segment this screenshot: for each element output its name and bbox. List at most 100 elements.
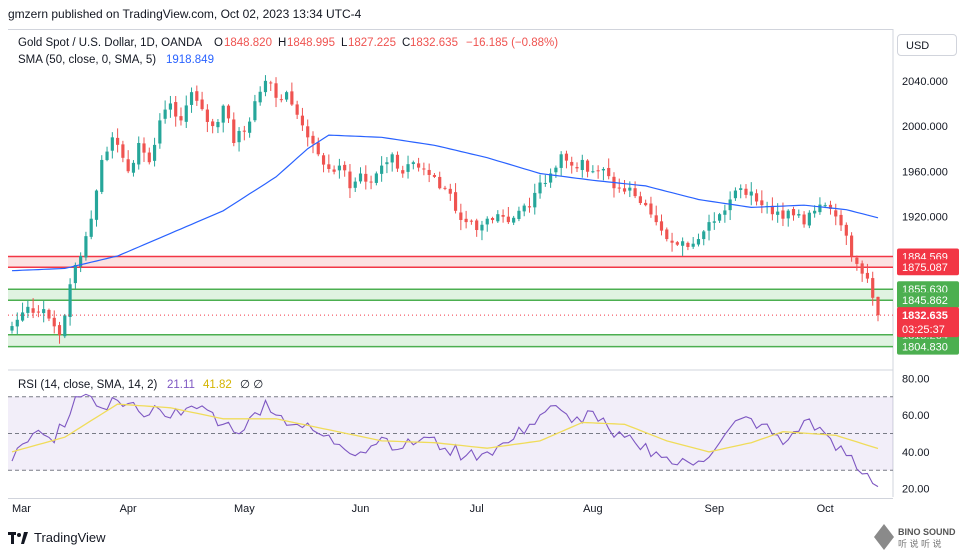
- candle-body: [221, 105, 225, 123]
- candle-body: [179, 116, 183, 121]
- legend-sma-value: 1918.849: [166, 54, 214, 66]
- level-label-2-bottom: 1804.830: [902, 342, 948, 354]
- candle-body: [865, 272, 870, 279]
- candle-body: [306, 126, 310, 138]
- candle-body: [654, 215, 658, 223]
- candle-body: [358, 173, 363, 182]
- candle-body: [607, 167, 611, 177]
- level-label-bg-2-bottom: [897, 338, 959, 355]
- candle-body: [776, 211, 780, 215]
- candle-body: [147, 152, 151, 163]
- candle-body: [797, 214, 801, 216]
- candle-body: [353, 181, 357, 188]
- candle-body: [253, 101, 257, 121]
- candle-body: [723, 210, 727, 215]
- candle-body: [570, 161, 574, 166]
- candle-body: [116, 137, 120, 145]
- footer-brand-label: TradingView: [34, 530, 106, 545]
- candle-body: [427, 169, 431, 175]
- candle-body: [168, 103, 172, 110]
- candle-body: [744, 188, 748, 195]
- candle-body: [501, 215, 505, 217]
- candle-body: [274, 83, 278, 98]
- candle-body: [469, 220, 473, 222]
- tradingview-logo-icon: [8, 531, 28, 544]
- price-tick-label: 1960.000: [902, 166, 948, 178]
- candle-body: [644, 202, 648, 206]
- candle-body: [575, 167, 579, 169]
- candle-body: [834, 210, 838, 217]
- candle-body: [411, 162, 415, 165]
- legend-sma-label: SMA (50, close, 0, SMA, 5): [18, 54, 156, 66]
- level-zone-support-1: [8, 289, 893, 301]
- candle-body: [152, 144, 157, 161]
- candle-body: [89, 218, 93, 237]
- candle-body: [285, 92, 289, 100]
- candle-body: [876, 296, 880, 316]
- candle-body: [844, 224, 848, 236]
- candle-body: [63, 315, 67, 337]
- candle-body: [591, 171, 595, 173]
- price-tick-label: 1920.000: [902, 211, 948, 223]
- candle-body: [121, 144, 125, 158]
- rsi-tick-label: 20.00: [902, 484, 930, 496]
- level-zone-support-2: [8, 334, 893, 347]
- candle-body: [290, 91, 294, 105]
- level-label-0-bottom: 1875.087: [902, 262, 948, 274]
- candle-body: [659, 221, 664, 231]
- legend-close-label: C: [402, 37, 410, 49]
- candle-body: [739, 188, 743, 190]
- candle-body: [200, 99, 204, 110]
- month-tick-label: Apr: [120, 503, 137, 515]
- price-tick-label: 2040.000: [902, 76, 948, 88]
- candle-body: [496, 214, 500, 222]
- candle-body: [100, 159, 104, 192]
- candle-body: [311, 135, 315, 144]
- candle-body: [279, 99, 283, 101]
- candle-body: [754, 193, 759, 202]
- candle-body: [110, 137, 114, 151]
- candle-body: [691, 243, 695, 247]
- level-label-bg-0-bottom: [897, 259, 959, 276]
- candle-body: [638, 196, 642, 204]
- month-tick-label: Jun: [352, 503, 370, 515]
- candle-body: [226, 105, 231, 119]
- candle-body: [512, 217, 516, 223]
- legend-low-value: 1827.225: [348, 37, 396, 49]
- candle-body: [295, 104, 299, 115]
- candle-body: [216, 121, 220, 128]
- currency-button[interactable]: USD: [897, 34, 957, 56]
- rsi-tick-label: 40.00: [902, 447, 930, 459]
- candle-body: [57, 325, 62, 336]
- publish-line: gmzern published on TradingView.com, Oct…: [8, 7, 362, 21]
- candle-body: [385, 162, 389, 165]
- candle-body: [364, 173, 368, 182]
- footer-brand[interactable]: TradingView: [8, 530, 106, 545]
- legend-change: −16.185 (−0.88%): [466, 37, 558, 49]
- candle-body: [422, 168, 426, 170]
- candle-body: [601, 168, 605, 171]
- candle-body: [855, 257, 859, 264]
- month-tick-label: Aug: [583, 503, 603, 515]
- candle-body: [263, 80, 268, 93]
- watermark-logo: BINO SOUND 听 说 听 说: [874, 524, 956, 550]
- candle-body: [137, 143, 141, 165]
- candle-body: [628, 187, 632, 191]
- candle-body: [68, 284, 72, 318]
- candle-body: [871, 278, 875, 298]
- candle-body: [596, 170, 600, 172]
- legend-open-label: O: [214, 37, 223, 49]
- candle-body: [718, 214, 722, 221]
- month-tick-label: Mar: [12, 503, 31, 515]
- candle-body: [142, 143, 146, 153]
- candle-body: [665, 229, 669, 240]
- candle-body: [728, 199, 732, 211]
- level-label-bg-1-bottom: [897, 292, 959, 309]
- legend-close-value: 1832.635: [410, 37, 458, 49]
- candle-body: [126, 159, 130, 172]
- candle-body: [406, 164, 410, 172]
- current-price-label: 1832.635: [902, 310, 948, 322]
- watermark-line1: BINO SOUND: [898, 527, 956, 537]
- candle-body: [380, 165, 384, 174]
